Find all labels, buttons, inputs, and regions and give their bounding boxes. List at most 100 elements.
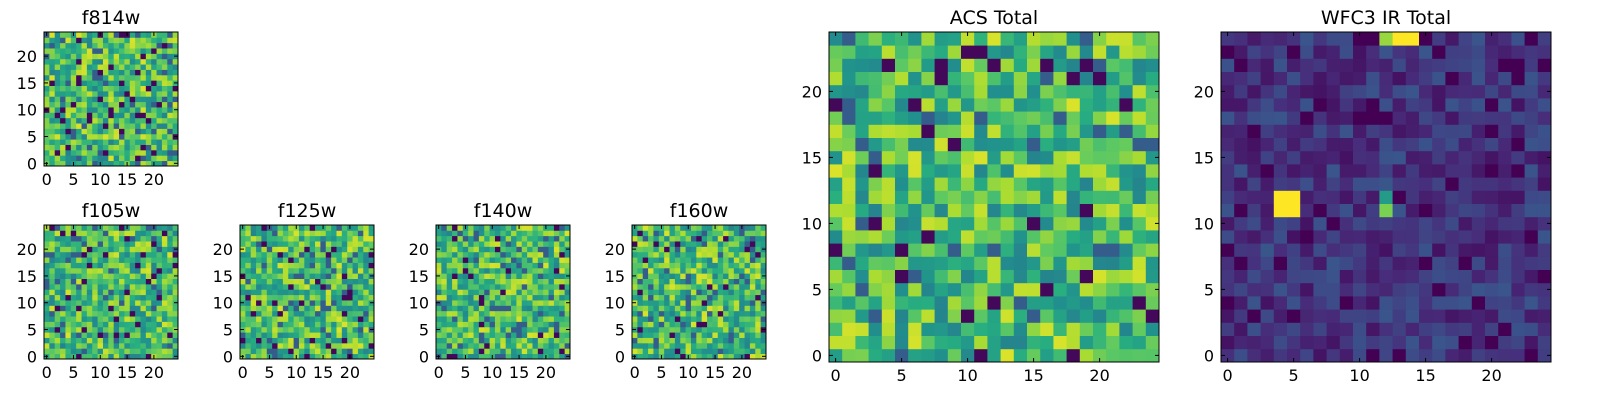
heatmap-cell [298, 316, 305, 322]
heatmap-cell [881, 150, 896, 165]
heatmap-cell [1247, 216, 1261, 231]
heatmap-cell [298, 235, 305, 242]
heatmap-cell [102, 294, 109, 301]
heatmap-cell [44, 283, 50, 290]
heatmap-cell [543, 267, 549, 274]
heatmap-cell [1000, 58, 1015, 72]
heatmap-cell [151, 74, 157, 81]
heatmap-cell [452, 294, 458, 301]
heatmap-cell [473, 289, 480, 296]
heatmap-cell [304, 310, 311, 317]
heatmap-cell [70, 267, 77, 274]
heatmap-cell [987, 230, 1001, 244]
heatmap-cell [113, 342, 120, 349]
heatmap-cell [124, 64, 131, 70]
heatmap-cell [537, 321, 544, 328]
heatmap-cell [1093, 84, 1107, 99]
heatmap-cell [1392, 71, 1407, 86]
heatmap-cell [728, 278, 735, 285]
heatmap-cell [685, 348, 692, 355]
heatmap-cell [1485, 296, 1499, 310]
heatmap-cell [696, 332, 703, 338]
heatmap-cell [357, 300, 364, 306]
heatmap-cell [961, 269, 975, 284]
heatmap-cell [70, 305, 77, 312]
heatmap-cell [97, 107, 104, 113]
heatmap-cell [537, 283, 544, 290]
heatmap-cell [325, 289, 332, 296]
x-tick-label: 0 [42, 363, 52, 382]
heatmap-cell [145, 48, 152, 54]
heatmap-cell [484, 230, 490, 237]
heatmap-cell [1145, 32, 1160, 46]
heatmap-cell [304, 262, 311, 269]
heatmap-cell [452, 257, 458, 263]
heatmap-cell [304, 342, 311, 349]
heatmap-cell [987, 296, 1001, 310]
heatmap-cell [97, 332, 104, 338]
heatmap-cell [161, 300, 168, 306]
heatmap-cell [261, 321, 268, 328]
heatmap-cell [1040, 348, 1054, 363]
heatmap-cell [829, 124, 843, 138]
heatmap-cell [473, 348, 480, 355]
heatmap-cell [632, 342, 638, 349]
heatmap-cell [537, 278, 544, 285]
heatmap-cell [1013, 84, 1028, 99]
heatmap-cell [1013, 190, 1028, 204]
heatmap-cell [60, 278, 66, 285]
heatmap-cell [76, 300, 82, 306]
heatmap-cell [298, 246, 305, 253]
heatmap-cell [446, 283, 453, 290]
heatmap-cell [1471, 348, 1486, 363]
heatmap-cell [266, 235, 273, 242]
heatmap-cell [250, 337, 257, 344]
heatmap-cell [76, 326, 82, 333]
heatmap-cell [701, 278, 708, 285]
heatmap-cell [1260, 256, 1275, 270]
heatmap-cell [76, 128, 82, 135]
heatmap-cell [473, 332, 480, 338]
heatmap-cell [261, 241, 268, 247]
heatmap-cell [755, 262, 762, 269]
heatmap-cell [352, 294, 359, 301]
heatmap-cell [1260, 243, 1275, 257]
y-tick-label: 20 [802, 82, 822, 101]
heatmap-cell [505, 321, 512, 328]
heatmap-cell [1313, 282, 1327, 297]
heatmap-cell [156, 42, 163, 49]
heatmap-cell [457, 305, 464, 312]
heatmap-cell [250, 300, 257, 306]
heatmap-cell [156, 225, 163, 231]
heatmap-cell [129, 58, 136, 65]
heatmap-cell [1379, 150, 1393, 165]
heatmap-cell [49, 273, 56, 279]
heatmap-cell [543, 262, 549, 269]
heatmap-cell [145, 342, 152, 349]
heatmap-cell [108, 96, 115, 103]
heatmap-cell [1119, 177, 1133, 191]
heatmap-cell [1300, 335, 1314, 350]
heatmap-cell [1221, 203, 1235, 218]
heatmap-cell [1300, 203, 1314, 218]
heatmap-cell [1273, 256, 1288, 270]
heatmap-cell [119, 101, 125, 108]
heatmap-cell [548, 305, 555, 312]
heatmap-cell [842, 256, 856, 270]
heatmap-cell [363, 235, 370, 242]
heatmap-cell [1537, 32, 1552, 46]
heatmap-cell [49, 48, 56, 54]
heatmap-cell [1066, 269, 1081, 284]
heatmap-cell [1247, 177, 1261, 191]
heatmap-cell [733, 353, 740, 360]
heatmap-cell [648, 289, 654, 296]
heatmap-cell [1471, 256, 1486, 270]
heatmap-cell [357, 273, 364, 279]
heatmap-cell [1458, 58, 1473, 72]
heatmap-cell [49, 139, 56, 145]
heatmap-cell [669, 326, 676, 333]
heatmap-cell [744, 316, 751, 322]
heatmap-cell [648, 278, 654, 285]
heatmap-cell [1458, 177, 1473, 191]
heatmap-cell [1353, 45, 1367, 59]
